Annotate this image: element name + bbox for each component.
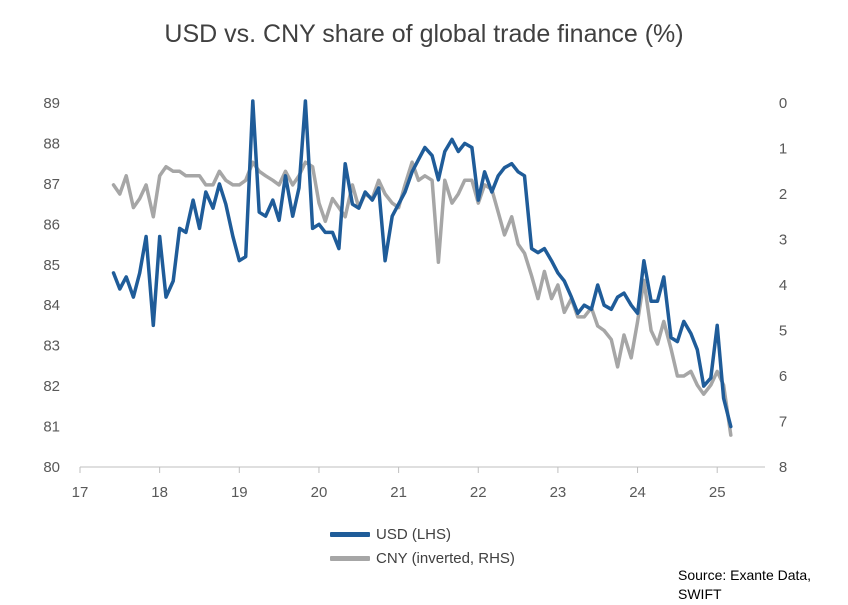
legend-item-usd: USD (LHS) <box>330 522 515 546</box>
legend-label-cny: CNY (inverted, RHS) <box>376 549 515 567</box>
y-left-tick-label: 88 <box>43 135 60 152</box>
y-right-tick-label: 4 <box>779 277 787 294</box>
legend: USD (LHS) CNY (inverted, RHS) <box>330 522 515 570</box>
axes-layer <box>79 466 765 473</box>
y-right-tick-label: 5 <box>779 323 787 340</box>
y-left-tick-label: 84 <box>43 297 60 314</box>
y-right-tick-label: 2 <box>779 186 787 203</box>
y-right-tick-label: 3 <box>779 232 787 249</box>
x-tick-label: 20 <box>311 484 328 501</box>
x-tick-label: 21 <box>390 484 407 501</box>
y-right-tick-label: 6 <box>779 368 787 385</box>
y-left-tick-label: 82 <box>43 378 60 395</box>
legend-item-cny: CNY (inverted, RHS) <box>330 546 515 570</box>
x-tick-label: 25 <box>709 484 726 501</box>
legend-swatch-usd <box>330 531 370 537</box>
source-note-line-2: SWIFT <box>678 586 722 602</box>
y-right-tick-label: 0 <box>779 95 787 112</box>
y-right-tick-label: 7 <box>779 414 787 431</box>
x-tick-label: 22 <box>470 484 487 501</box>
source-note-line-1: Source: Exante Data, <box>678 567 812 583</box>
series-line-usd <box>111 99 733 429</box>
y-left-tick-label: 81 <box>43 419 60 436</box>
series-layer <box>111 99 733 437</box>
source-note: Source: Exante Data, SWIFT <box>678 566 828 604</box>
x-tick-label: 23 <box>550 484 567 501</box>
x-tick-label: 18 <box>151 484 168 501</box>
y-left-tick-label: 86 <box>43 216 60 233</box>
x-tick-label: 17 <box>72 484 89 501</box>
y-left-tick-label: 83 <box>43 338 60 355</box>
y-left-tick-label: 80 <box>43 459 60 476</box>
x-tick-label: 19 <box>231 484 248 501</box>
y-left-tick-label: 87 <box>43 176 60 193</box>
y-left-tick-label: 89 <box>43 95 60 112</box>
legend-swatch-cny <box>330 555 370 561</box>
legend-label-usd: USD (LHS) <box>376 525 452 543</box>
y-left-tick-label: 85 <box>43 257 60 274</box>
y-right-tick-label: 1 <box>779 141 787 158</box>
series-line-cny <box>111 160 733 437</box>
y-right-tick-label: 8 <box>779 459 787 476</box>
chart-title: USD vs. CNY share of global trade financ… <box>164 20 684 48</box>
x-tick-label: 24 <box>629 484 646 501</box>
